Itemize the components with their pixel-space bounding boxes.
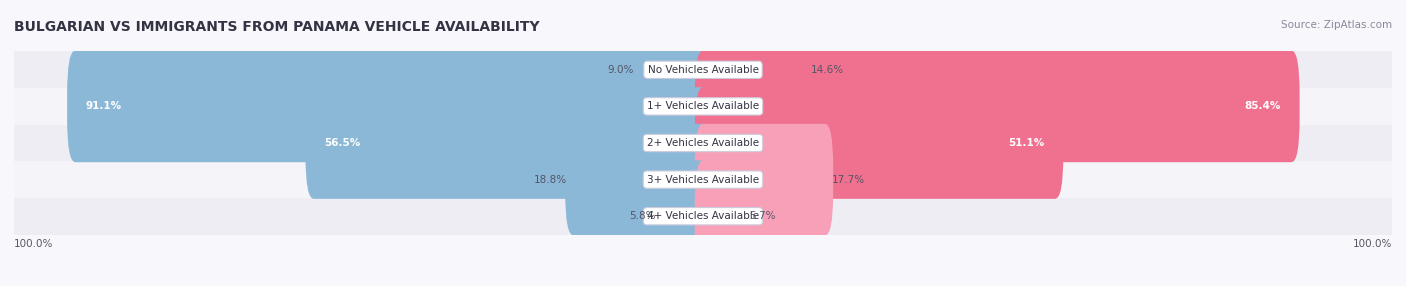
Text: 5.7%: 5.7% xyxy=(749,211,776,221)
Text: 51.1%: 51.1% xyxy=(1008,138,1045,148)
Text: 18.8%: 18.8% xyxy=(533,175,567,184)
FancyBboxPatch shape xyxy=(695,87,1063,199)
Text: 14.6%: 14.6% xyxy=(810,65,844,75)
FancyBboxPatch shape xyxy=(305,87,711,199)
Text: Source: ZipAtlas.com: Source: ZipAtlas.com xyxy=(1281,20,1392,30)
Text: 1+ Vehicles Available: 1+ Vehicles Available xyxy=(647,102,759,111)
Bar xyxy=(14,51,1392,88)
Bar xyxy=(14,88,1392,125)
Text: 85.4%: 85.4% xyxy=(1244,102,1281,111)
Text: 100.0%: 100.0% xyxy=(14,239,53,249)
Text: 91.1%: 91.1% xyxy=(86,102,122,111)
Text: BULGARIAN VS IMMIGRANTS FROM PANAMA VEHICLE AVAILABILITY: BULGARIAN VS IMMIGRANTS FROM PANAMA VEHI… xyxy=(14,20,540,34)
FancyBboxPatch shape xyxy=(67,51,711,162)
Text: 4+ Vehicles Available: 4+ Vehicles Available xyxy=(647,211,759,221)
FancyBboxPatch shape xyxy=(633,14,711,126)
Text: 9.0%: 9.0% xyxy=(607,65,634,75)
Text: No Vehicles Available: No Vehicles Available xyxy=(648,65,758,75)
Bar xyxy=(14,198,1392,235)
Text: 100.0%: 100.0% xyxy=(1353,239,1392,249)
FancyBboxPatch shape xyxy=(695,124,834,235)
Text: 56.5%: 56.5% xyxy=(323,138,360,148)
Text: 3+ Vehicles Available: 3+ Vehicles Available xyxy=(647,175,759,184)
FancyBboxPatch shape xyxy=(565,124,711,235)
FancyBboxPatch shape xyxy=(695,14,811,126)
Text: 5.8%: 5.8% xyxy=(630,211,657,221)
Text: 2+ Vehicles Available: 2+ Vehicles Available xyxy=(647,138,759,148)
FancyBboxPatch shape xyxy=(695,51,1299,162)
Bar xyxy=(14,161,1392,198)
FancyBboxPatch shape xyxy=(695,160,751,272)
Text: 17.7%: 17.7% xyxy=(832,175,865,184)
Bar xyxy=(14,125,1392,161)
FancyBboxPatch shape xyxy=(655,160,711,272)
